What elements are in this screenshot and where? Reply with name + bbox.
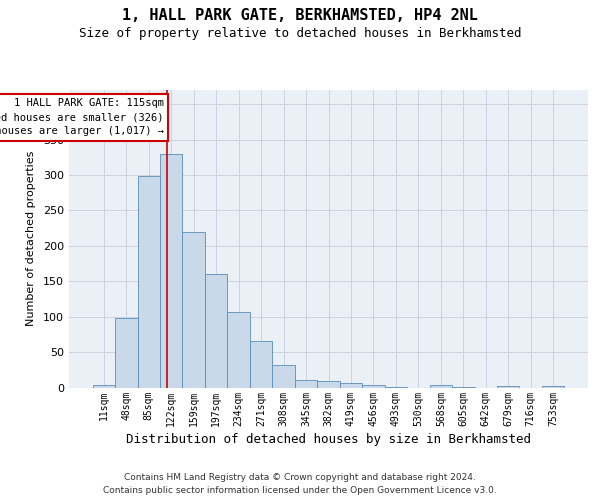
Bar xyxy=(205,274,227,388)
Bar xyxy=(137,176,160,388)
Bar xyxy=(385,387,407,388)
Text: Contains public sector information licensed under the Open Government Licence v3: Contains public sector information licen… xyxy=(103,486,497,495)
Text: Contains HM Land Registry data © Crown copyright and database right 2024.: Contains HM Land Registry data © Crown c… xyxy=(124,472,476,482)
Bar xyxy=(227,312,250,388)
Bar xyxy=(160,154,182,388)
Bar xyxy=(92,386,115,388)
Bar xyxy=(362,386,385,388)
Bar xyxy=(452,387,475,388)
Text: Distribution of detached houses by size in Berkhamsted: Distribution of detached houses by size … xyxy=(127,432,532,446)
Bar xyxy=(317,381,340,388)
Text: Size of property relative to detached houses in Berkhamsted: Size of property relative to detached ho… xyxy=(79,28,521,40)
Bar xyxy=(250,342,272,388)
Bar xyxy=(272,365,295,388)
Bar xyxy=(115,318,137,388)
Bar xyxy=(497,386,520,388)
Bar xyxy=(295,380,317,388)
Bar xyxy=(430,386,452,388)
Bar xyxy=(542,386,565,388)
Text: 1 HALL PARK GATE: 115sqm
← 24% of detached houses are smaller (326)
76% of semi-: 1 HALL PARK GATE: 115sqm ← 24% of detach… xyxy=(0,98,164,136)
Bar xyxy=(182,232,205,388)
Y-axis label: Number of detached properties: Number of detached properties xyxy=(26,151,36,326)
Bar xyxy=(340,383,362,388)
Text: 1, HALL PARK GATE, BERKHAMSTED, HP4 2NL: 1, HALL PARK GATE, BERKHAMSTED, HP4 2NL xyxy=(122,8,478,22)
